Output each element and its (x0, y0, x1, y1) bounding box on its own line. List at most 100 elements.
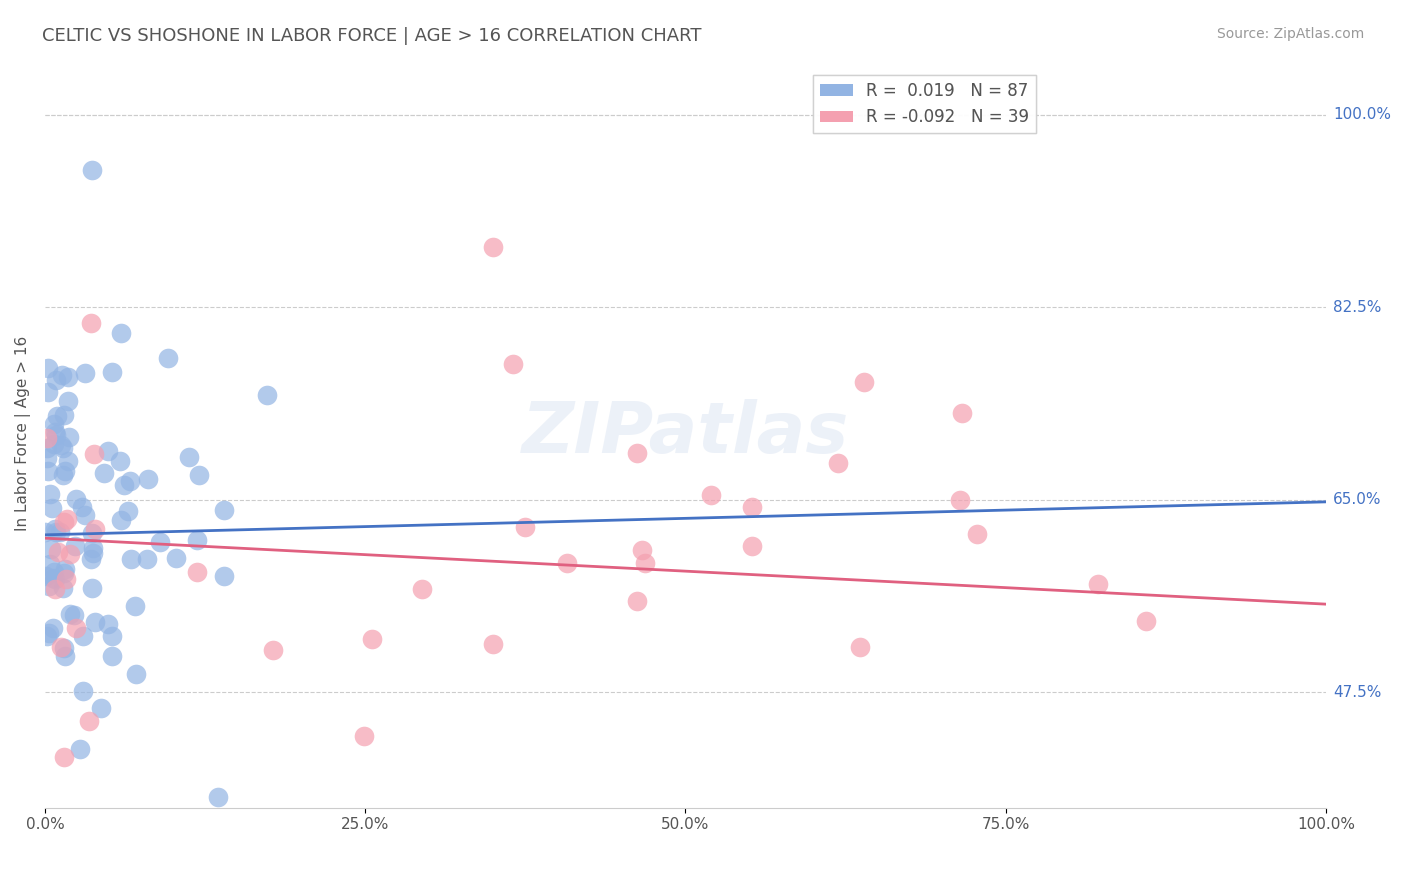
Celtics (58, 394, 80, 409)
Celtics (49, 525, 72, 540)
Shoshone (84, 522, 107, 536)
Text: 47.5%: 47.5% (1333, 685, 1381, 699)
Shoshone (77, 714, 100, 728)
Celtics (214, 503, 236, 517)
Celtics (52, 566, 75, 581)
Celtics (73, 366, 96, 380)
Celtics (55, 561, 77, 575)
Celtics (41, 500, 63, 515)
Celtics (118, 474, 141, 488)
Celtics (51, 441, 73, 455)
Celtics (53, 648, 76, 663)
Celtics (56, 369, 79, 384)
Celtics (80, 162, 103, 177)
Celtics (124, 599, 146, 613)
Celtics (52, 467, 75, 482)
Celtics (38, 487, 60, 501)
Y-axis label: In Labor Force | Age > 16: In Labor Force | Age > 16 (15, 336, 31, 532)
Text: 82.5%: 82.5% (1333, 300, 1381, 315)
Text: Source: ZipAtlas.com: Source: ZipAtlas.com (1216, 27, 1364, 41)
Celtics (69, 742, 91, 756)
Celtics (121, 551, 143, 566)
Shoshone (49, 640, 72, 654)
Celtics (53, 465, 76, 479)
Shoshone (55, 573, 77, 587)
Celtics (97, 616, 120, 631)
Celtics (212, 569, 235, 583)
Shoshone (741, 500, 763, 514)
Celtics (101, 649, 124, 664)
Celtics (53, 640, 76, 655)
Shoshone (699, 488, 721, 502)
Shoshone (56, 512, 79, 526)
Celtics (80, 581, 103, 595)
Shoshone (634, 556, 657, 570)
Shoshone (186, 565, 208, 579)
Legend: R =  0.019   N = 87, R = -0.092   N = 39: R = 0.019 N = 87, R = -0.092 N = 39 (813, 76, 1036, 133)
Shoshone (53, 749, 76, 764)
Shoshone (626, 445, 648, 459)
Text: 100.0%: 100.0% (1333, 107, 1391, 122)
Celtics (101, 365, 124, 379)
Shoshone (353, 729, 375, 743)
Celtics (42, 436, 65, 450)
Celtics (44, 522, 66, 536)
Celtics (37, 464, 59, 478)
Text: 65.0%: 65.0% (1333, 492, 1382, 508)
Celtics (65, 492, 87, 507)
Celtics (186, 533, 208, 547)
Shoshone (360, 632, 382, 646)
Shoshone (44, 582, 66, 596)
Celtics (177, 450, 200, 464)
Shoshone (513, 520, 536, 534)
Celtics (90, 700, 112, 714)
Celtics (110, 326, 132, 340)
Celtics (35, 629, 58, 643)
Shoshone (966, 526, 988, 541)
Celtics (110, 454, 132, 468)
Celtics (46, 409, 69, 423)
Text: ZIPatlas: ZIPatlas (522, 399, 849, 468)
Celtics (136, 472, 159, 486)
Shoshone (65, 621, 87, 635)
Celtics (101, 629, 124, 643)
Shoshone (482, 637, 505, 651)
Shoshone (949, 493, 972, 508)
Celtics (53, 408, 76, 422)
Celtics (75, 508, 97, 522)
Celtics (45, 427, 67, 442)
Celtics (63, 539, 86, 553)
Shoshone (1135, 614, 1157, 628)
Shoshone (741, 539, 763, 553)
Celtics (37, 360, 59, 375)
Celtics (93, 466, 115, 480)
Celtics (70, 500, 93, 515)
Celtics (207, 789, 229, 804)
Shoshone (950, 406, 973, 420)
Celtics (256, 388, 278, 402)
Celtics (80, 552, 103, 566)
Celtics (51, 368, 73, 383)
Shoshone (1087, 576, 1109, 591)
Celtics (59, 607, 82, 621)
Shoshone (46, 544, 69, 558)
Celtics (37, 451, 59, 466)
Shoshone (37, 432, 59, 446)
Celtics (38, 579, 60, 593)
Celtics (38, 625, 60, 640)
Celtics (72, 684, 94, 698)
Celtics (58, 430, 80, 444)
Celtics (56, 453, 79, 467)
Celtics (37, 384, 59, 399)
Shoshone (852, 375, 875, 389)
Celtics (41, 571, 63, 585)
Celtics (44, 565, 66, 579)
Celtics (117, 503, 139, 517)
Celtics (82, 546, 104, 560)
Text: CELTIC VS SHOSHONE IN LABOR FORCE | AGE > 16 CORRELATION CHART: CELTIC VS SHOSHONE IN LABOR FORCE | AGE … (42, 27, 702, 45)
Shoshone (262, 643, 284, 657)
Celtics (82, 541, 104, 555)
Celtics (39, 542, 62, 557)
Shoshone (827, 456, 849, 470)
Shoshone (555, 556, 578, 570)
